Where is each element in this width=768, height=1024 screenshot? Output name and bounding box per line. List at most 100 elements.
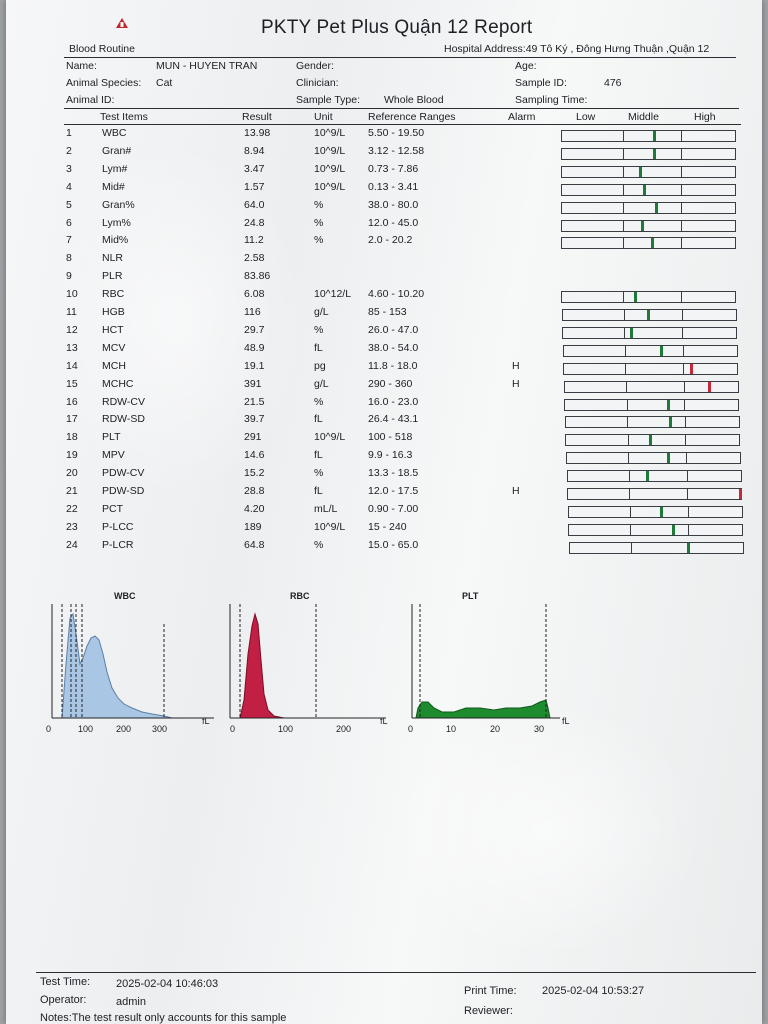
unit-value: %: [314, 395, 324, 408]
clinic-logo-icon: [116, 18, 128, 28]
row-number: 9: [66, 270, 72, 283]
range-divider: [626, 381, 627, 392]
test-item-name: HCT: [102, 323, 124, 336]
reference-range: 16.0 - 23.0: [368, 395, 419, 408]
table-row: 19 MPV 14.6 fL 9.9 - 16.3: [6, 449, 762, 467]
result-value: 2.58: [244, 252, 265, 265]
row-number: 12: [66, 323, 78, 336]
row-number: 8: [66, 252, 72, 265]
col-result: Result: [242, 111, 272, 123]
unit-value: fL: [314, 341, 323, 354]
operator-value: admin: [116, 996, 146, 1008]
reference-range: 2.0 - 20.2: [368, 234, 413, 247]
reference-range: 26.4 - 43.1: [368, 413, 419, 426]
print-time-value: 2025-02-04 10:53:27: [542, 985, 645, 997]
name-label: Name:: [66, 60, 97, 72]
sample-type-label: Sample Type:: [296, 94, 361, 106]
table-row: 1 WBC 13.98 10^9/L 5.50 - 19.50: [6, 127, 762, 145]
result-value: 116: [244, 306, 261, 318]
result-value: 11.2: [244, 234, 264, 247]
unit-value: fL: [314, 485, 323, 497]
wbc-histogram-fill: [61, 612, 173, 719]
unit-value: 10^9/L: [314, 144, 346, 157]
range-indicator-bar: [561, 147, 736, 160]
result-value: 29.7: [244, 323, 265, 336]
species-value: Cat: [156, 77, 173, 89]
range-divider: [629, 489, 631, 499]
range-divider: [687, 506, 689, 517]
range-indicator-bar: [568, 523, 744, 536]
range-indicator-bar: [561, 237, 736, 250]
range-indicator-bar: [563, 380, 739, 393]
plt-tick-1: 10: [446, 724, 457, 734]
range-indicator-bar: [561, 291, 736, 304]
test-item-name: NLR: [102, 252, 124, 265]
col-low: Low: [576, 111, 596, 123]
table-row: 3 Lym# 3.47 10^9/L 0.73 - 7.86: [6, 163, 762, 181]
table-row: 17 RDW-SD 39.7 fL 26.4 - 43.1: [6, 413, 762, 431]
wbc-tick-3: 300: [152, 724, 168, 734]
range-divider: [681, 202, 682, 213]
test-item-name: MCH: [102, 359, 126, 372]
range-divider: [687, 489, 689, 499]
report-sheet: PKTY Pet Plus Quận 12 Report Blood Routi…: [6, 0, 762, 1024]
unit-value: 10^9/L: [314, 162, 346, 175]
wbc-histogram: [51, 604, 214, 719]
table-row: 2 Gran# 8.94 10^9/L 3.12 - 12.58: [6, 145, 762, 163]
table-row: 23 P-LCC 189 10^9/L 15 - 240: [6, 521, 762, 539]
rbc-tick-0: 0: [230, 724, 236, 734]
gender-label: Gender:: [296, 60, 334, 72]
range-divider: [684, 417, 686, 428]
range-marker: [739, 489, 743, 499]
unit-value: 10^12/L: [314, 288, 352, 301]
range-divider: [686, 471, 688, 482]
plt-histogram: [411, 604, 560, 719]
section-title: Blood Routine: [69, 43, 135, 55]
sample-id-label: Sample ID:: [515, 77, 567, 89]
result-value: 19.1: [244, 359, 265, 372]
test-item-name: PLR: [102, 270, 123, 283]
table-row: 13 MCV 48.9 fL 38.0 - 54.0: [6, 342, 762, 360]
test-item-name: RBC: [102, 288, 125, 301]
range-indicator-bar: [561, 309, 737, 321]
reference-range: 0.90 - 7.00: [368, 502, 419, 515]
range-indicator-bar: [561, 165, 736, 178]
table-row: 24 P-LCR 64.8% 15.0 - 65.0: [6, 539, 762, 557]
table-row: 16 RDW-CV 21.5% 16.0 - 23.0: [6, 396, 762, 414]
range-indicator-bar: [561, 219, 736, 232]
col-alarm: Alarm: [508, 111, 536, 123]
unit-value: %: [314, 234, 324, 247]
operator-label: Operator:: [40, 994, 87, 1006]
range-divider: [630, 524, 632, 535]
wbc-tick-1: 100: [78, 724, 94, 734]
wbc-unit: fL: [202, 716, 210, 726]
range-divider: [681, 220, 682, 231]
row-number: 20: [66, 467, 78, 480]
range-divider: [683, 381, 685, 392]
footer-rule: [36, 972, 756, 973]
test-item-name: RDW-SD: [102, 413, 145, 426]
reference-range: 100 - 518: [368, 431, 413, 444]
row-number: 14: [66, 359, 78, 372]
row-number: 13: [66, 341, 78, 354]
result-value: 64.0: [244, 198, 265, 211]
range-marker: [642, 184, 646, 195]
row-number: 2: [66, 144, 72, 157]
reference-range: 15 - 240: [368, 520, 407, 533]
table-row: 15 MCHC 391 g/L 290 - 360 H: [6, 378, 762, 396]
test-item-name: PDW-CV: [102, 467, 145, 480]
plt-tick-3: 30: [534, 724, 545, 734]
range-marker: [651, 238, 655, 249]
footer-notes: Notes:The test result only accounts for …: [40, 1012, 287, 1024]
range-marker: [639, 166, 642, 177]
range-divider: [682, 345, 684, 356]
result-value: 28.8: [244, 485, 265, 497]
range-marker: [654, 202, 658, 213]
col-reference-ranges: Reference Ranges: [368, 111, 456, 123]
row-number: 17: [66, 413, 78, 426]
range-marker: [646, 310, 650, 320]
range-divider: [685, 435, 687, 446]
rbc-histogram-title: RBC: [290, 591, 310, 601]
row-number: 21: [66, 485, 78, 497]
reference-range: 9.9 - 16.3: [368, 449, 413, 462]
